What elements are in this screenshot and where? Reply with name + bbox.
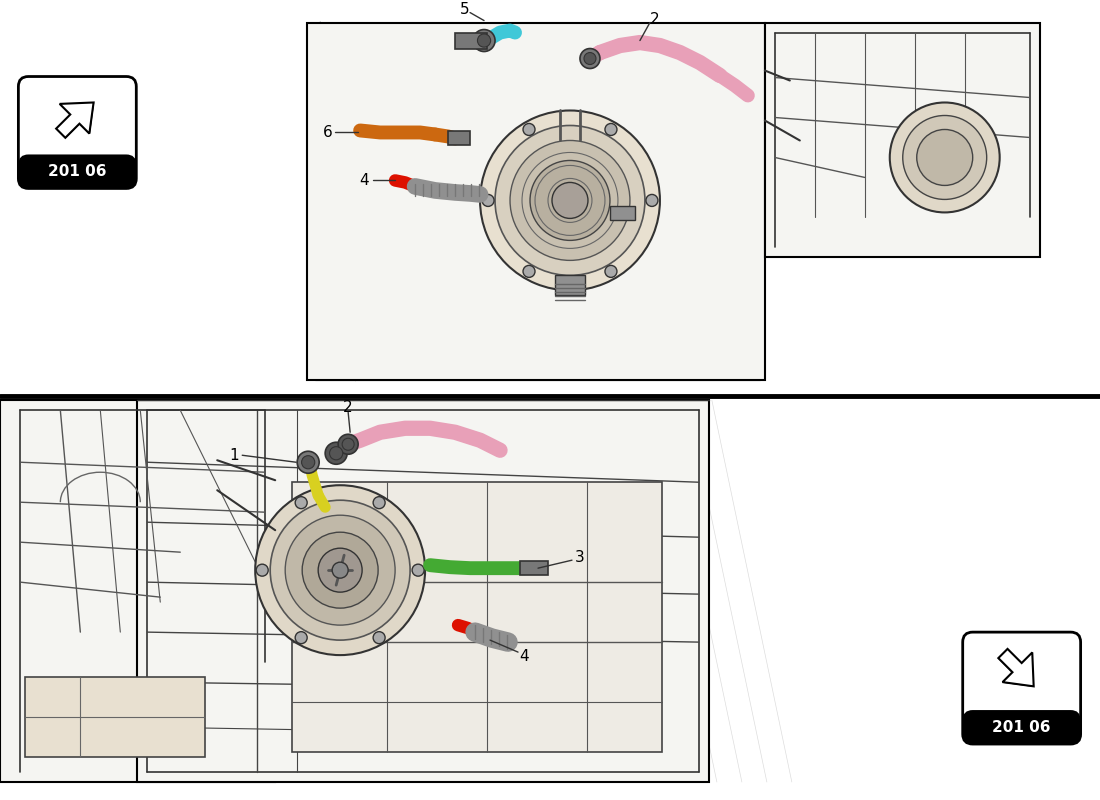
Circle shape [522, 266, 535, 278]
Circle shape [373, 632, 385, 644]
Bar [556, 275, 585, 295]
Text: 4: 4 [360, 173, 368, 188]
Circle shape [330, 446, 343, 460]
Circle shape [482, 194, 494, 206]
Bar [293, 482, 662, 752]
FancyBboxPatch shape [962, 710, 1080, 744]
Text: 2: 2 [343, 400, 353, 414]
Bar [764, 22, 1040, 258]
Circle shape [530, 161, 610, 240]
Bar [448, 131, 470, 146]
Text: 2: 2 [650, 12, 660, 27]
Circle shape [510, 141, 630, 260]
Circle shape [318, 548, 362, 592]
Circle shape [271, 500, 410, 640]
Text: 5: 5 [460, 2, 470, 17]
Polygon shape [65, 102, 94, 138]
Bar [0, 400, 275, 782]
Circle shape [332, 562, 348, 578]
Circle shape [255, 486, 425, 655]
Circle shape [605, 123, 617, 135]
Text: a parts.diagramz: a parts.diagramz [331, 565, 529, 656]
Bar [455, 33, 487, 49]
Circle shape [580, 49, 600, 69]
Polygon shape [999, 649, 1034, 686]
Text: 1: 1 [230, 448, 239, 462]
Circle shape [373, 497, 385, 509]
Text: 6: 6 [323, 125, 333, 140]
Circle shape [522, 123, 535, 135]
Text: 3: 3 [575, 550, 585, 565]
Circle shape [473, 30, 495, 51]
Circle shape [326, 442, 348, 464]
Circle shape [302, 532, 378, 608]
Polygon shape [56, 102, 94, 138]
Circle shape [342, 438, 354, 450]
Text: 201 06: 201 06 [48, 164, 107, 179]
FancyBboxPatch shape [19, 77, 136, 189]
Polygon shape [999, 658, 1034, 686]
Bar [138, 400, 708, 782]
Bar [25, 677, 206, 757]
Circle shape [295, 497, 307, 509]
Circle shape [285, 515, 395, 625]
Bar [610, 206, 635, 221]
Circle shape [916, 130, 972, 186]
FancyBboxPatch shape [962, 632, 1080, 744]
Bar [520, 561, 548, 575]
Text: a parts.diagramz: a parts.diagramz [492, 165, 689, 256]
Circle shape [256, 564, 268, 576]
Circle shape [890, 102, 1000, 213]
Circle shape [295, 632, 307, 644]
Circle shape [297, 451, 319, 474]
Text: 4: 4 [519, 649, 529, 664]
Circle shape [605, 266, 617, 278]
Circle shape [412, 564, 425, 576]
Text: 201 06: 201 06 [992, 719, 1050, 734]
Circle shape [477, 34, 491, 47]
Circle shape [338, 434, 359, 454]
Bar [307, 22, 764, 380]
Circle shape [903, 115, 987, 199]
Wedge shape [480, 110, 660, 290]
Circle shape [495, 126, 645, 275]
Circle shape [646, 194, 658, 206]
Circle shape [301, 456, 315, 469]
FancyBboxPatch shape [19, 154, 136, 189]
Circle shape [552, 182, 589, 218]
Circle shape [584, 53, 596, 65]
